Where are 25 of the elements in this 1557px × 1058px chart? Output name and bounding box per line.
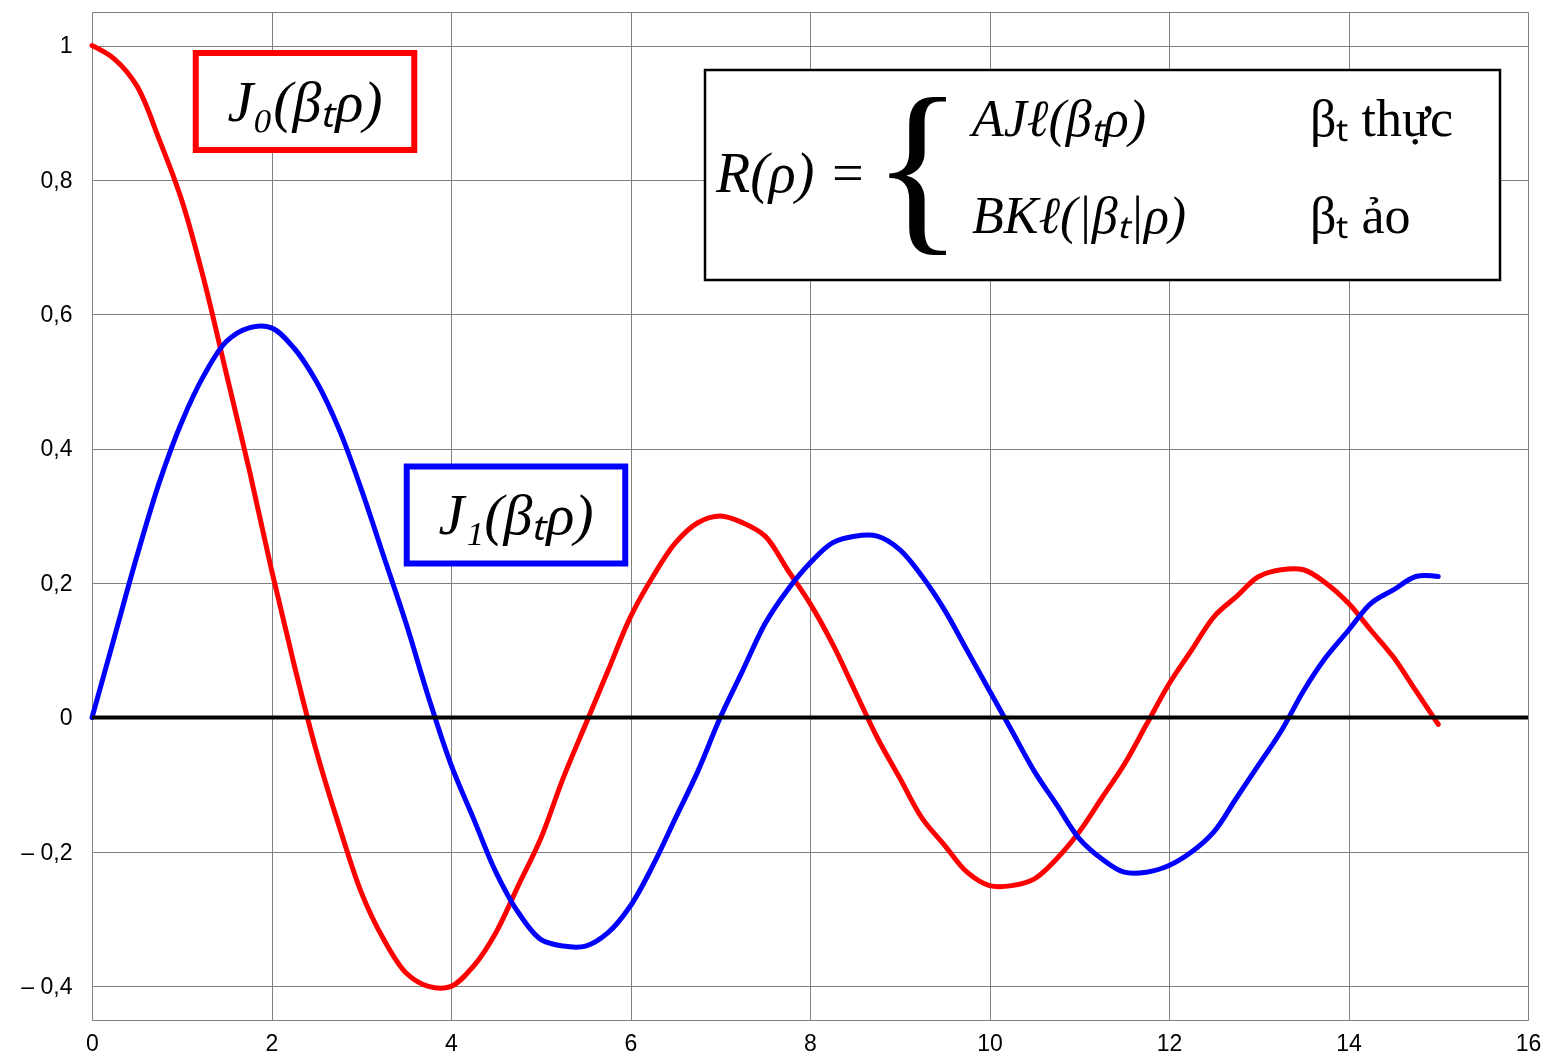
y-tick-label: – 0,2 <box>21 838 73 865</box>
x-tick-label: 2 <box>265 1029 279 1056</box>
series-label: J₁(βₜρ) <box>438 482 594 547</box>
x-tick-label: 4 <box>445 1029 459 1056</box>
series-label: J₀(βₜρ) <box>227 68 383 134</box>
x-tick-label: 0 <box>86 1029 99 1056</box>
annotation: R(ρ) = <box>715 142 867 205</box>
x-tick-label: 10 <box>977 1029 1003 1056</box>
y-tick-label: 0,2 <box>40 569 73 596</box>
y-tick-label: 0 <box>59 704 73 731</box>
y-tick-label: 0,6 <box>40 300 73 327</box>
y-tick-label: – 0,4 <box>21 972 73 999</box>
x-tick-label: 8 <box>804 1029 817 1056</box>
x-tick-label: 6 <box>624 1029 638 1056</box>
y-tick-label: 0,4 <box>40 435 73 462</box>
annotation: BKℓ(|βₜ|ρ) <box>972 187 1187 245</box>
y-tick-label: 1 <box>59 32 73 59</box>
x-tick-label: 12 <box>1156 1029 1183 1056</box>
x-tick-label: 16 <box>1515 1029 1542 1056</box>
y-tick-label: 0,8 <box>40 166 73 193</box>
annotation: AJℓ(βₜρ) <box>969 90 1146 148</box>
annotation: βₜ thực <box>1310 90 1454 147</box>
annotation: { <box>872 60 964 270</box>
annotation: βₜ ảo <box>1310 187 1411 244</box>
x-tick-label: 14 <box>1336 1029 1362 1056</box>
